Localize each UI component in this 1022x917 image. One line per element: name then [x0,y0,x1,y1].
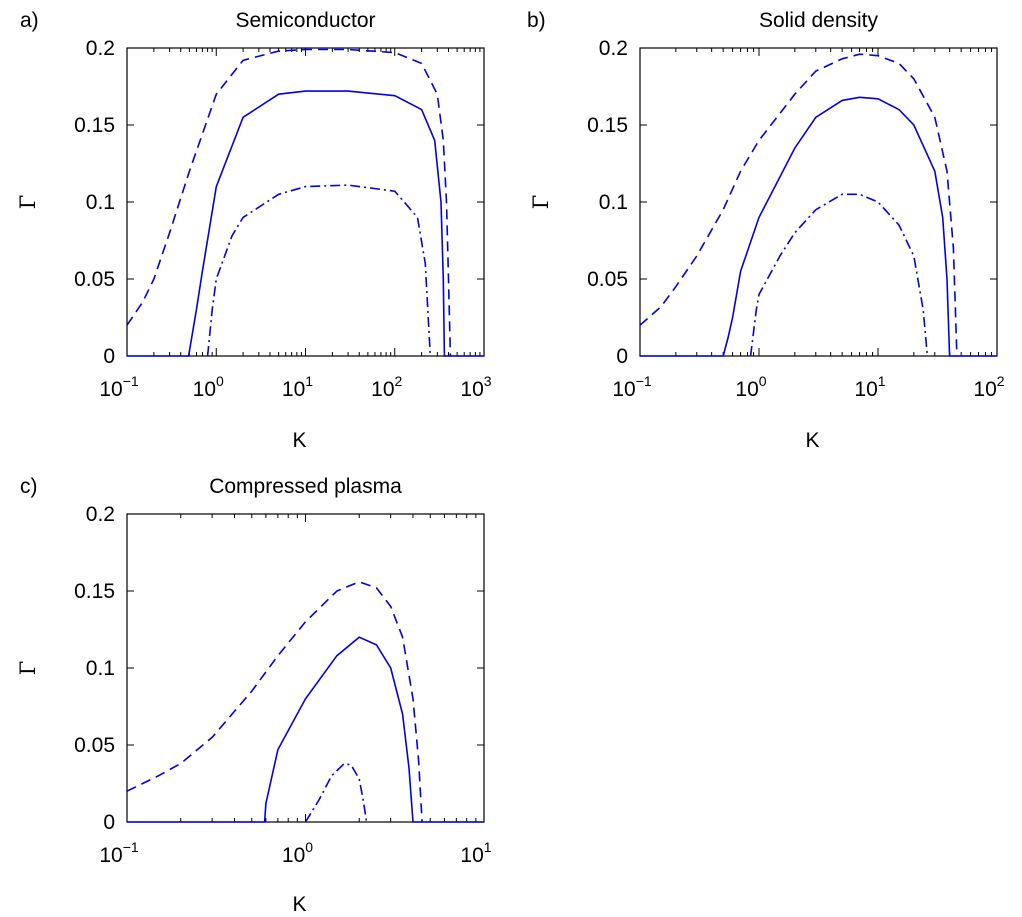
x-tick-exponent: 3 [484,373,492,389]
chart-title: Compressed plasma [209,475,402,498]
series-line-dashdot [206,184,432,357]
panel-semiconductor: 00.050.10.150.210−1 100 101 102 103Semicondu… [16,9,492,452]
series-line-solid [640,96,997,357]
x-tick-base: 10 [460,378,483,401]
x-tick-base: 10 [193,378,216,401]
x-axis-label: K [805,429,819,452]
panel-label: a) [20,9,39,32]
y-axis-label: Γ [16,661,40,676]
panel-label: c) [20,475,38,498]
x-tick-label: 102 [973,373,1004,401]
plot-frame [639,47,998,357]
chart-title: Solid density [759,9,879,32]
x-tick-label: 10−1 [99,839,139,867]
series-line-solid [127,90,484,357]
panel-label: b) [527,9,546,32]
y-tick-label: 0.15 [74,580,115,603]
x-tick-base: 10 [282,378,305,401]
x-tick-label: 101 [854,373,885,401]
x-tick-label: 10−1 [612,373,652,401]
x-tick-base: 10 [460,844,483,867]
plot-frame [126,513,485,823]
chart-title: Semiconductor [235,9,375,32]
x-tick-label: 100 [193,373,224,401]
y-tick-label: 0.1 [86,191,115,214]
x-tick-base: 10 [99,378,122,401]
x-tick-base: 10 [371,378,394,401]
series-line-dashed [640,53,958,357]
series-line-dashed [127,580,423,823]
x-tick-exponent: 2 [395,373,403,389]
x-tick-exponent: 1 [305,373,313,389]
x-tick-exponent: 2 [997,373,1005,389]
y-tick-label: 0.15 [74,114,115,137]
x-tick-base: 10 [612,378,635,401]
y-axis-label: Γ [529,195,553,210]
x-tick-base: 10 [735,378,758,401]
x-tick-exponent: −1 [636,373,652,389]
y-tick-label: 0.2 [86,37,115,60]
x-tick-exponent: 0 [216,373,224,389]
x-tick-label: 101 [282,373,313,401]
x-tick-label: 10−1 [99,373,139,401]
y-axis-label: Γ [16,195,40,210]
x-tick-label: 101 [460,839,491,867]
x-tick-base: 10 [282,844,305,867]
y-tick-label: 0.05 [587,268,628,291]
y-tick-label: 0.2 [599,37,628,60]
x-tick-base: 10 [973,378,996,401]
x-tick-exponent: −1 [123,839,139,855]
y-tick-label: 0 [103,345,115,368]
x-tick-exponent: 1 [878,373,886,389]
x-tick-label: 100 [282,839,313,867]
x-tick-exponent: 0 [305,839,313,855]
series-line-solid [127,636,484,823]
x-tick-exponent: 0 [759,373,767,389]
plot-frame [126,47,485,357]
y-tick-label: 0.1 [599,191,628,214]
x-tick-exponent: 1 [484,839,492,855]
x-tick-label: 102 [371,373,402,401]
y-tick-label: 0.15 [587,114,628,137]
x-tick-label: 103 [460,373,491,401]
x-tick-label: 100 [735,373,766,401]
y-tick-label: 0 [616,345,628,368]
x-tick-base: 10 [99,844,122,867]
y-tick-label: 0.05 [74,268,115,291]
series-line-dashdot [749,193,929,357]
x-tick-base: 10 [854,378,877,401]
y-tick-label: 0.05 [74,734,115,757]
x-axis-label: K [292,429,306,452]
y-tick-label: 0 [103,811,115,834]
y-tick-label: 0.2 [86,503,115,526]
series-line-dashed [127,48,452,357]
series-line-dashdot [304,762,368,823]
x-tick-exponent: −1 [123,373,139,389]
x-axis-label: K [292,893,306,916]
y-tick-label: 0.1 [86,657,115,680]
